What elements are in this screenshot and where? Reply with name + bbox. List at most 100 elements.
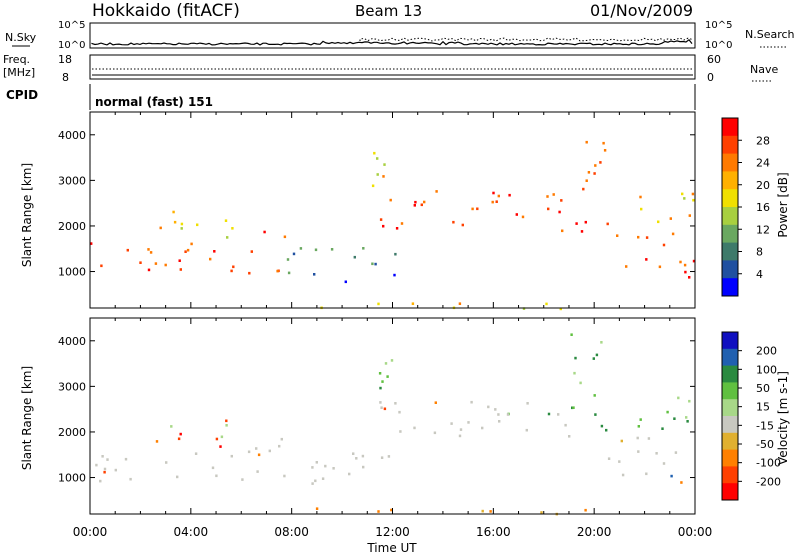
power-echo-cell — [637, 235, 640, 239]
velocity-echo-cell — [225, 419, 228, 423]
velocity-echo-cell — [314, 479, 317, 483]
noise-trace — [91, 37, 693, 46]
nave-label: Nave — [750, 63, 778, 76]
velocity-echo-cell — [494, 408, 497, 411]
velocity-echo-cell — [645, 472, 648, 476]
power-echo-cell — [585, 179, 588, 182]
power-echo-cell — [585, 140, 588, 144]
noise-tick-left-top: 10^5 — [58, 20, 85, 31]
time-axis-ticks: 00:00 04:00 08:00 12:00 16:00 20:00 00:00 — [73, 525, 713, 539]
power-colorbar-swatch — [722, 260, 738, 279]
power-echo-cell — [395, 227, 399, 230]
velocity-echo-cell — [685, 416, 688, 419]
velocity-echo-cell — [639, 418, 642, 421]
power-echo-cell — [250, 250, 253, 253]
velocity-echo-cell — [637, 425, 640, 428]
power-colorbar-tick-label: 28 — [756, 134, 770, 147]
power-echo-cell — [602, 141, 605, 145]
velocity-echo-cell — [387, 455, 391, 458]
velocity-echo-cell — [600, 341, 603, 344]
velocity-colorbar-swatch — [722, 365, 738, 383]
velocity-echo-cell — [165, 461, 168, 464]
power-echo-cell — [376, 157, 379, 160]
power-echo-cell — [669, 217, 672, 220]
time-tick-label: 16:00 — [476, 525, 511, 539]
velocity-colorbar-swatch — [722, 416, 738, 434]
power-echo-cell — [382, 224, 385, 228]
velocity-echo-cell — [666, 410, 669, 414]
power-echo-cell — [147, 248, 150, 251]
power-echo-cell — [186, 248, 190, 252]
velocity-colorbar-tick-label: 50 — [756, 382, 770, 395]
power-echo-cell — [232, 265, 235, 269]
velocity-echo-cell — [381, 380, 384, 383]
power-echo-cell — [287, 271, 291, 275]
power-echo-cell — [414, 200, 417, 204]
velocity-echo-cell — [655, 452, 658, 455]
velocity-echo-cell — [103, 467, 107, 471]
velocity-echo-field — [95, 333, 691, 516]
power-echo-cell — [558, 210, 561, 214]
date-title: 01/Nov/2009 — [590, 1, 693, 20]
power-echo-cell — [435, 190, 438, 193]
velocity-colorbar-swatch — [722, 432, 738, 451]
power-echo-cell — [393, 273, 396, 277]
power-echo-cell — [639, 195, 642, 199]
velocity-echo-cell — [458, 434, 462, 438]
power-echo-cell — [139, 261, 142, 264]
velocity-echo-cell — [380, 456, 384, 459]
power-colorbar: 28 24 20 16 12 8 4 — [721, 117, 770, 297]
power-echo-cell — [379, 218, 383, 221]
power-echo-cell — [180, 222, 184, 226]
velocity-echo-cell — [361, 454, 365, 458]
velocity-echo-cell — [489, 510, 492, 513]
velocity-echo-cell — [379, 386, 382, 390]
velocity-echo-cell — [600, 424, 604, 428]
power-colorbar-swatch — [722, 207, 738, 226]
velocity-echo-cell — [283, 474, 286, 478]
power-echo-cell — [476, 207, 479, 211]
power-echo-cell — [561, 229, 564, 233]
velocity-echo-cell — [467, 421, 470, 424]
freq-tick-bottom: 8 — [62, 71, 69, 84]
power-echo-cell — [353, 255, 356, 259]
power-echo-cell — [603, 149, 607, 152]
power-echo-cell — [671, 232, 675, 236]
velocity-echo-cell — [176, 475, 179, 479]
velocity-echo-cell — [379, 401, 382, 404]
power-echo-cell — [180, 227, 183, 230]
velocity-echo-cell — [621, 473, 625, 477]
power-echo-cell — [584, 220, 587, 224]
velocity-echo-cell — [481, 509, 484, 513]
velocity-colorbar-swatch — [722, 466, 738, 484]
velocity-echo-cell — [487, 405, 490, 409]
power-echo-cell — [362, 247, 365, 250]
power-echo-cell — [657, 220, 660, 224]
power-echo-cell — [213, 250, 216, 253]
time-tick-label: 08:00 — [274, 525, 309, 539]
velocity-echo-cell — [570, 333, 573, 336]
velocity-echo-cell — [394, 402, 397, 405]
power-echo-cell — [411, 302, 415, 305]
velocity-echo-cell — [506, 413, 510, 416]
power-echo-cell — [231, 227, 234, 230]
power-echo-cell — [645, 236, 649, 239]
velocity-colorbar-tick-label: -15 — [756, 419, 774, 432]
power-echo-cell — [625, 265, 628, 268]
power-echo-cell — [552, 193, 555, 196]
power-ytick-label: 1000 — [58, 266, 86, 279]
velocity-echo-cell — [225, 424, 228, 427]
power-echo-cell — [423, 200, 426, 204]
velocity-ytick-label: 2000 — [58, 426, 86, 439]
velocity-echo-cell — [352, 452, 355, 455]
velocity-colorbar-tick-label: -200 — [756, 475, 781, 488]
velocity-echo-cell — [278, 444, 281, 448]
velocity-echo-cell — [194, 452, 198, 455]
power-colorbar-tick-label: 4 — [756, 268, 763, 281]
power-ylabel: Slant Range [km] — [20, 163, 34, 267]
nsearch-label: N.Search — [745, 28, 795, 41]
power-echo-cell — [230, 269, 233, 273]
power-echo-cell — [190, 242, 193, 246]
power-echo-cell — [400, 222, 404, 225]
velocity-ylabel: Slant Range [km] — [20, 366, 34, 470]
